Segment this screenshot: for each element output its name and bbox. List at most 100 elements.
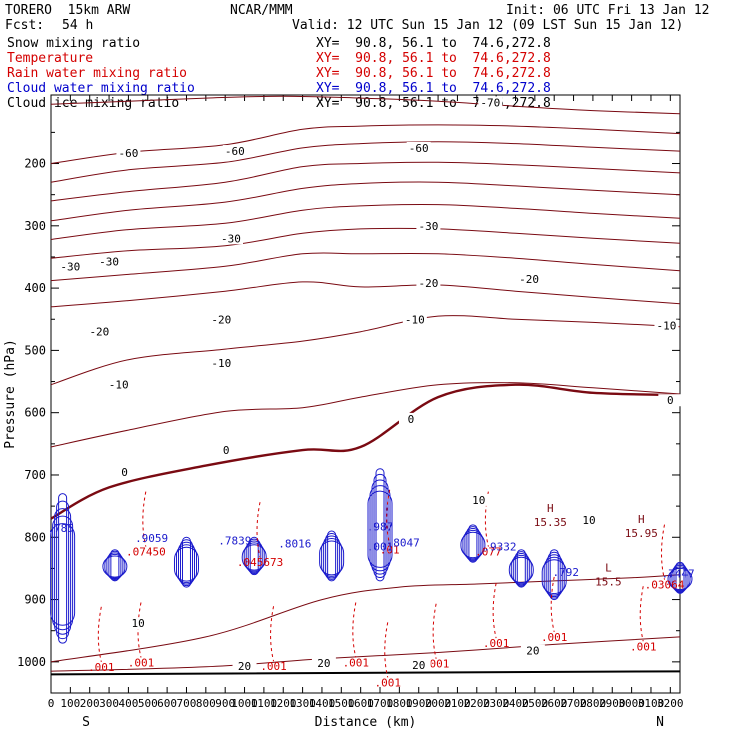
cloud-water-label: .001 [367,541,394,554]
isotherm-label: -30 [221,232,241,245]
isotherm-label-bg [517,272,542,285]
x-tick-label: 2800 [580,697,607,710]
x-tick-label: 700 [177,697,197,710]
valid-label: Valid: 12 UTC Sun 15 Jan 12 (09 LST Sun … [292,18,684,33]
x-tick-label: 2400 [502,697,529,710]
isotherm-label-bg [97,255,122,268]
cloud-water-contour [671,564,689,592]
cloud-water-contour [371,479,389,575]
cloud-water-label: .9059 [135,532,168,545]
isotherm-label-bg [209,356,234,369]
cloud-water-contour [325,533,339,580]
cloud-water-contour [508,556,534,584]
y-tick-label: 1000 [17,655,46,669]
cloud-water-label: .987 [367,521,394,534]
x-tick-label: 1400 [309,697,336,710]
rain-water-label: .001 [128,656,155,669]
isotherm-label: -10 [211,357,231,370]
cloud-water-contour [460,531,486,559]
isotherm-label: 0 [223,444,230,457]
isotherm-label: 10 [472,494,485,507]
cloud-water-label: .792 [553,566,580,579]
extremum-marker: H [638,513,645,526]
cloud-water-contour [545,554,563,598]
x-tick-label: 1800 [386,697,413,710]
isotherm-label: -60 [409,142,429,155]
isotherm-label: -20 [211,313,231,326]
cloud-water-contour [106,552,124,580]
x-tick-label: 300 [99,697,119,710]
rain-water-label: .001 [260,660,287,673]
cloud-water-contour [669,566,691,592]
x-tick-label: 1000 [231,697,258,710]
isotherm-label: -30 [99,255,119,268]
rain-water-label: .001 [630,640,657,653]
cloud-water-label: .8047 [387,536,420,549]
cloud-water-contour [319,540,345,576]
rain-water-contour [550,576,555,633]
cloud-water-contour [667,567,693,591]
cloud-water-contour [547,551,561,599]
isotherm-label: 10 [131,617,144,630]
field-xy-temperature: XY= 90.8, 56.1 to 74.6,272.8 [316,51,551,66]
isotherm-label: 0 [667,394,674,407]
x-tick-label: 1900 [405,697,432,710]
cloud-water-contour [52,515,74,631]
rain-water-contour [352,602,357,658]
north-end-label: N [656,715,664,730]
rain-water-contour [492,583,497,639]
y-tick-label: 600 [24,406,46,420]
isotherm-label: -10 [109,379,129,392]
isotherm-20 [50,636,681,672]
fcst-value: 54 h [62,18,94,33]
x-tick-label: 3200 [657,697,684,710]
isotherm-0 [50,383,681,520]
x-tick-label: 2900 [599,697,626,710]
isotherm-label: -60 [225,145,245,158]
isotherm-label: -60 [118,147,138,160]
x-tick-label: 900 [215,697,235,710]
isotherm-label-bg [406,141,431,154]
cloud-water-contour [510,554,532,585]
field-name-rain: Rain water mixing ratio [7,66,188,81]
field-name-snow: Snow mixing ratio [7,36,141,51]
cloud-water-contour [462,529,484,560]
rain-water-label: .001 [343,656,370,669]
isotherm-label-bg [406,658,431,671]
isotherm-label-bg [214,444,239,457]
isotherm-label: -10 [405,313,425,326]
x-tick-label: 1300 [289,697,316,710]
isotherm-label-bg [222,145,247,158]
x-tick-label: 1200 [270,697,297,710]
cloud-water-contour [102,555,128,578]
x-tick-label: 1100 [251,697,278,710]
x-tick-label: 1700 [367,697,394,710]
y-tick-label: 800 [24,530,46,544]
isotherm-label: -30 [60,260,80,273]
isotherm-label: -70 [480,96,500,109]
isotherm-label-bg [87,325,112,338]
south-end-label: S [82,715,90,730]
rain-water-contour [384,622,389,678]
x-tick-label: 2600 [541,697,568,710]
rain-water-contour [432,603,437,659]
isotherm-label-bg [654,319,679,332]
rain-water-contour [97,606,102,662]
extremum-value: 15.35 [534,516,567,529]
isotherm-label: -10 [657,319,677,332]
isotherm-label-bg [58,260,83,273]
isotherm-label: -20 [519,273,539,286]
cloud-water-contour [514,551,528,587]
cloud-water-contour [549,549,559,601]
cloud-water-contours [50,468,693,644]
isotherm-m20 [50,252,681,282]
field-name-cloud-ice: Cloud ice mixing ratio [7,96,180,111]
isotherm-m15 [50,281,681,308]
cloud-water-contour [108,550,122,581]
cloud-water-contour [104,553,126,579]
isotherm-label: 20 [412,659,425,672]
isotherm-label-bg [466,493,491,506]
x-tick-label: 2500 [522,697,549,710]
x-tick-label: 3100 [638,697,665,710]
